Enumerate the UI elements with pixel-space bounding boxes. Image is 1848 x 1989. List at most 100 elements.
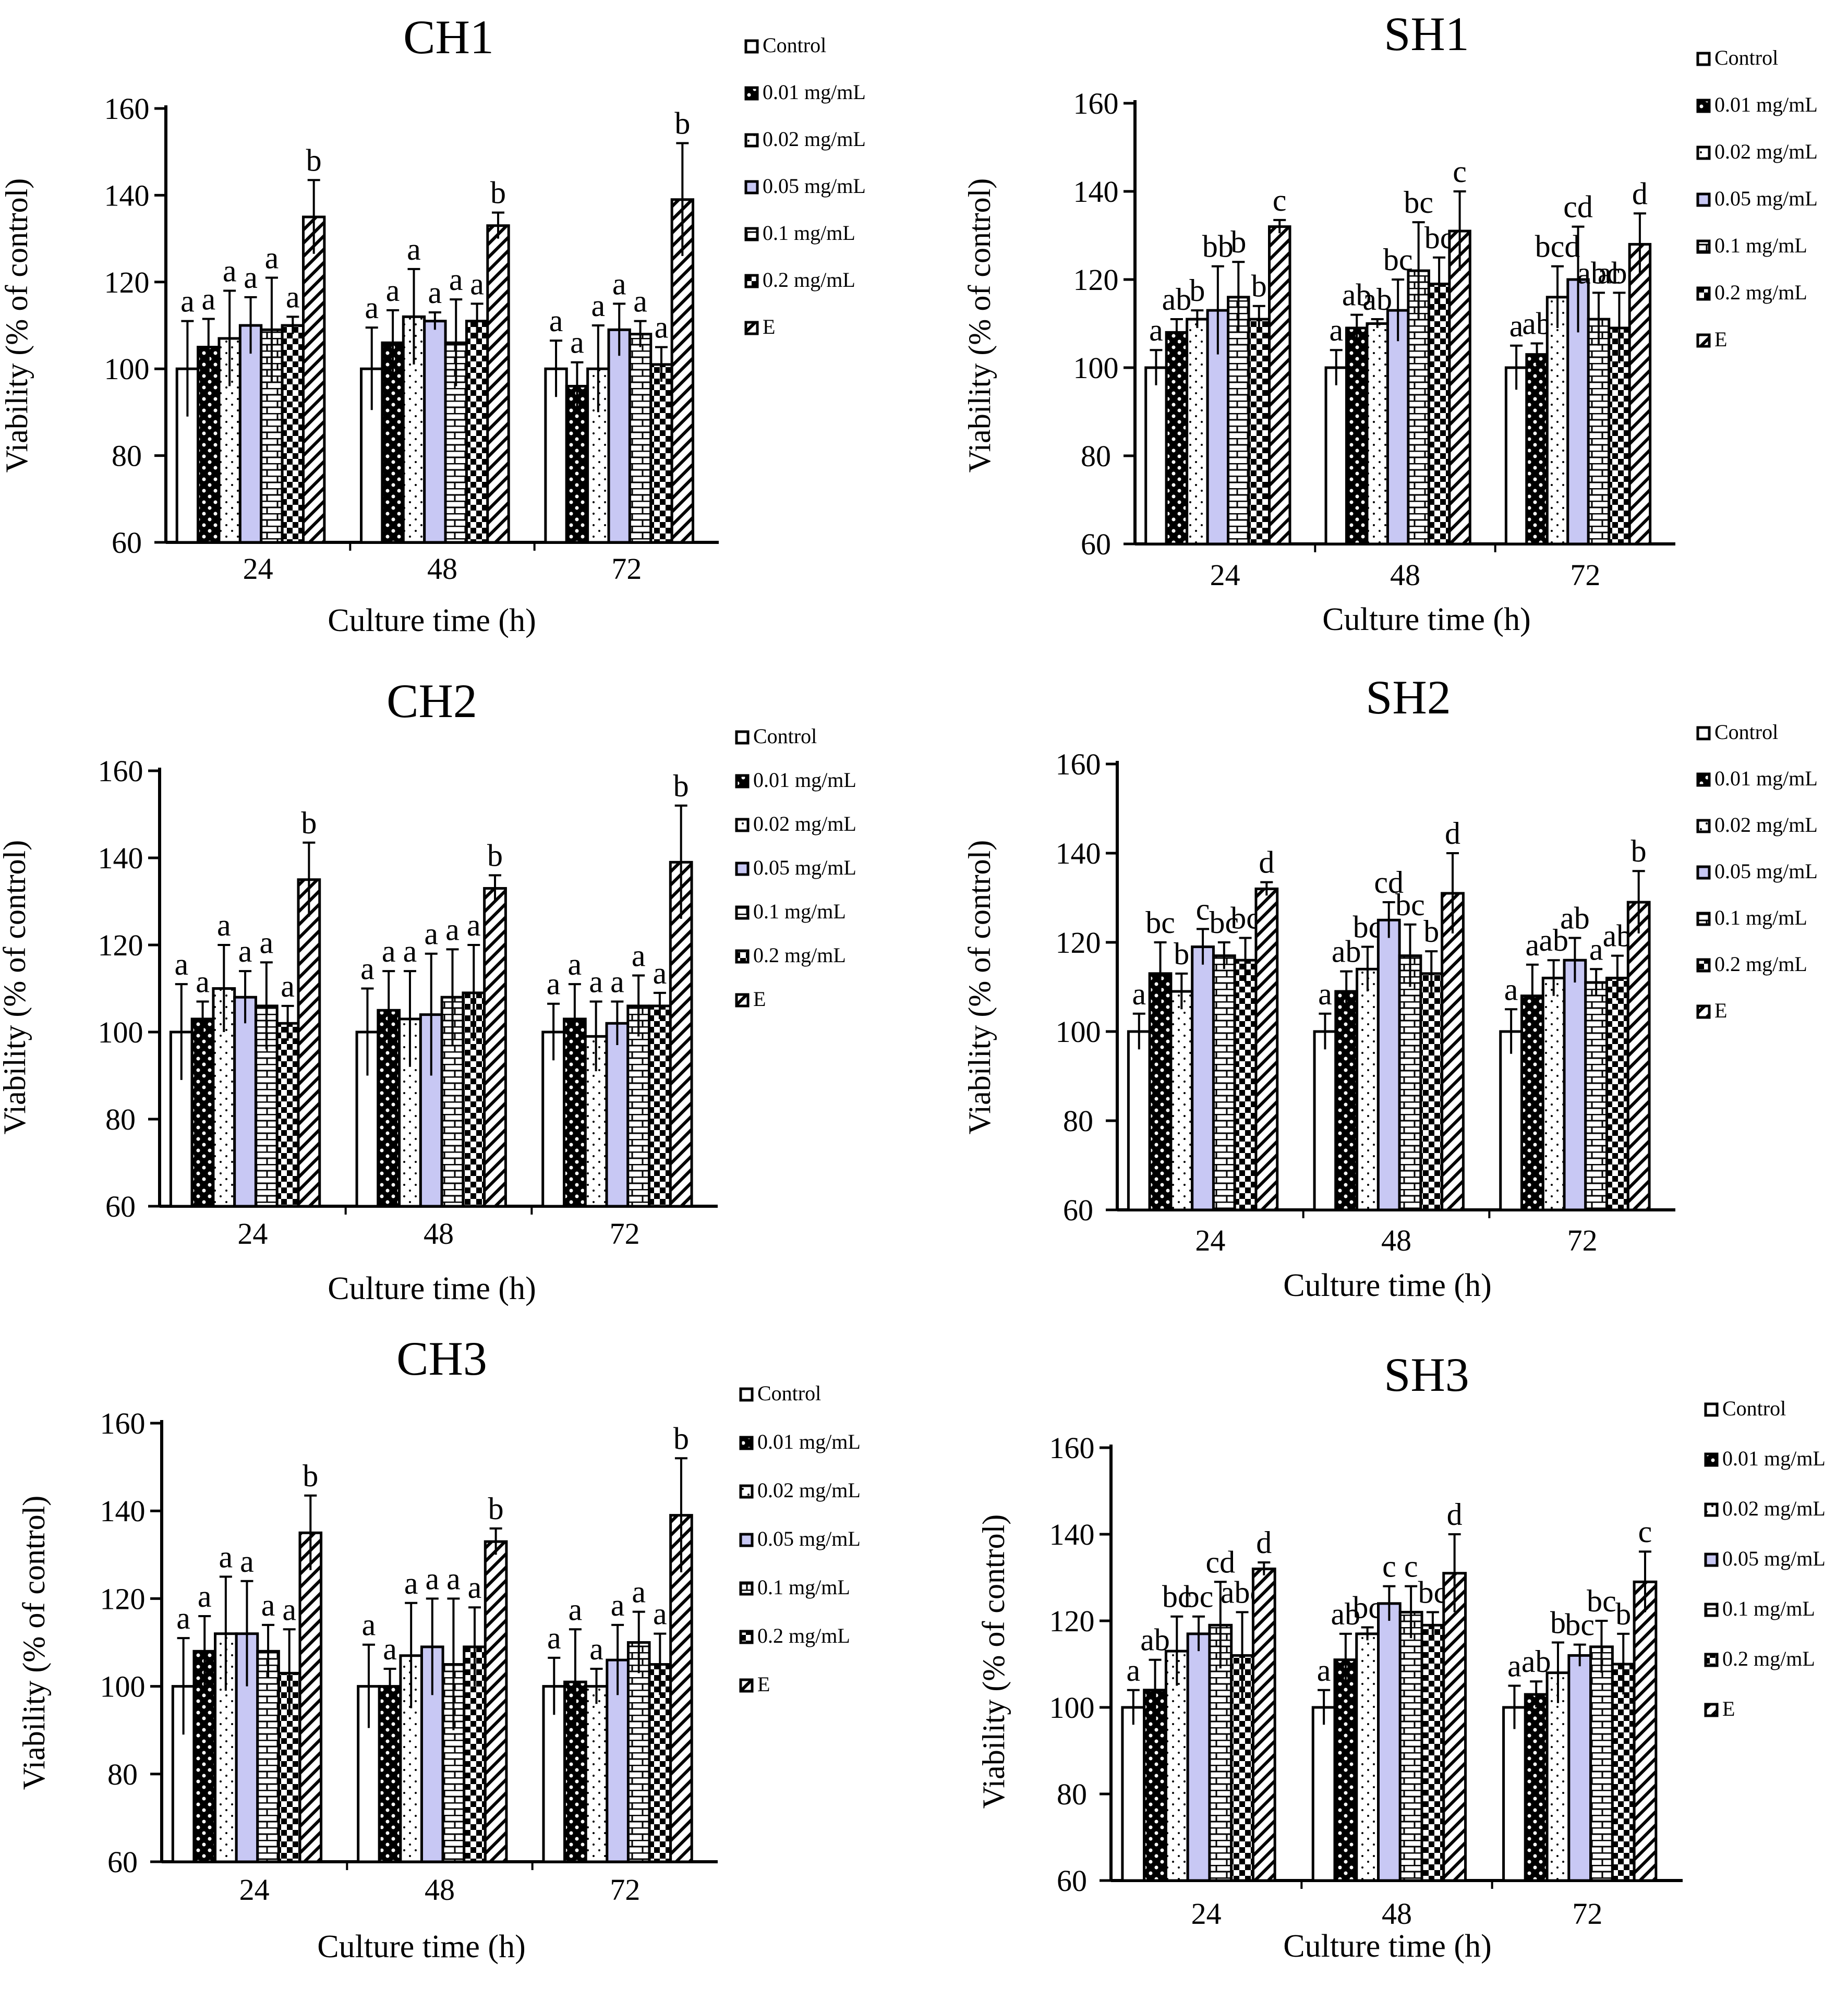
significance-label: a — [470, 266, 484, 301]
bar — [1499, 1030, 1523, 1211]
y-tick-label: 160 — [1073, 87, 1119, 120]
legend-label: Control — [1714, 720, 1778, 744]
significance-label: ab — [1539, 923, 1568, 957]
x-tick-label: 24 — [237, 1217, 268, 1251]
legend-label: 0.02 mg/mL — [1714, 140, 1818, 163]
significance-label: a — [174, 947, 188, 981]
x-tick-label: 72 — [610, 1873, 640, 1907]
significance-label: a — [547, 967, 561, 1001]
legend-swatch — [1704, 1402, 1719, 1417]
legend-label: 0.01 mg/mL — [1714, 93, 1818, 116]
bar — [1567, 1654, 1592, 1882]
significance-label: a — [424, 917, 438, 951]
y-tick-label: 120 — [104, 265, 150, 299]
legend-label: 0.1 mg/mL — [753, 900, 846, 923]
significance-label: a — [653, 956, 667, 990]
chart-panel-sh2: SH2 60 80 100 120 140 160 Viability (% of contr… — [962, 671, 1818, 1303]
significance-label: ab — [1332, 935, 1361, 969]
significance-label: a — [176, 1601, 190, 1635]
y-tick-label: 80 — [107, 1757, 138, 1791]
x-axis-label: Culture time (h) — [1283, 1929, 1491, 1964]
significance-label: b — [303, 1459, 318, 1493]
bar — [260, 328, 284, 544]
bar — [626, 1641, 651, 1863]
bar — [1541, 976, 1566, 1211]
significance-label: b — [1423, 914, 1439, 949]
bar — [1355, 1632, 1380, 1882]
bar — [465, 320, 489, 544]
legend-swatch — [744, 180, 759, 195]
significance-label: b — [673, 1421, 689, 1456]
y-tick-label: 140 — [100, 1494, 146, 1528]
bar — [1247, 318, 1271, 545]
bar — [1313, 1030, 1337, 1211]
bar — [1524, 1693, 1549, 1882]
significance-label: a — [1132, 977, 1146, 1011]
bar — [357, 1685, 381, 1863]
significance-label: a — [244, 260, 258, 295]
x-tick-label: 24 — [239, 1873, 270, 1907]
legend-label: 0.1 mg/mL — [1714, 906, 1807, 929]
bar — [256, 1650, 280, 1863]
legend-label: 0.2 mg/mL — [1722, 1647, 1815, 1670]
bar — [484, 1540, 508, 1863]
legend-swatch — [735, 993, 750, 1008]
significance-label: d — [1447, 1497, 1463, 1532]
significance-label: a — [238, 934, 252, 968]
x-tick-label: 72 — [1570, 558, 1600, 592]
x-tick-label: 72 — [611, 552, 642, 586]
significance-label: a — [223, 253, 237, 288]
significance-label: abc — [1577, 256, 1620, 290]
bar — [1386, 309, 1410, 545]
significance-label: a — [655, 310, 669, 345]
significance-label: a — [610, 965, 624, 999]
bar — [1127, 1030, 1151, 1211]
significance-label: cd — [1374, 865, 1404, 900]
legend-swatch — [1696, 52, 1711, 66]
significance-label: d — [1445, 816, 1460, 851]
bar — [1251, 1567, 1276, 1882]
y-tick-label: 80 — [105, 1102, 136, 1136]
significance-label: b — [1550, 1606, 1566, 1640]
y-axis-label: Viability (% of control) — [0, 178, 34, 473]
bar — [1186, 1632, 1211, 1882]
x-tick-label: 24 — [1210, 558, 1240, 592]
bar — [1589, 1645, 1614, 1882]
bar — [1525, 353, 1549, 545]
significance-label: c — [1404, 1549, 1418, 1584]
legend-label: E — [1714, 999, 1727, 1022]
significance-label: a — [632, 1575, 646, 1609]
significance-label: a — [362, 1608, 376, 1642]
bar — [1254, 887, 1279, 1211]
y-tick-label: 60 — [107, 1845, 138, 1879]
significance-label: ab — [1342, 278, 1372, 312]
bar — [1584, 981, 1609, 1211]
significance-label: a — [1507, 1649, 1521, 1683]
significance-label: c — [1453, 154, 1467, 189]
x-axis-label: Culture time (h) — [1322, 602, 1530, 637]
bar — [275, 1022, 300, 1208]
bar — [423, 320, 447, 544]
legend-label: 0.1 mg/mL — [763, 221, 855, 245]
bar — [669, 1514, 693, 1863]
y-tick-label: 60 — [1057, 1864, 1087, 1898]
significance-label: a — [201, 282, 215, 317]
significance-label: a — [611, 1588, 625, 1622]
x-tick-label: 24 — [1191, 1897, 1222, 1931]
legend-swatch — [744, 39, 759, 54]
legend-swatch — [739, 1436, 754, 1450]
significance-label: a — [428, 275, 442, 310]
significance-label: c — [1196, 892, 1210, 926]
significance-label: a — [612, 266, 626, 301]
significance-label: a — [425, 1561, 439, 1596]
legend-swatch — [1696, 286, 1711, 301]
legend-label: Control — [763, 33, 826, 57]
significance-label: ab — [1331, 1597, 1361, 1631]
legend-label: 0.02 mg/mL — [1714, 813, 1818, 836]
legend-label: 0.02 mg/mL — [757, 1478, 861, 1502]
bar — [626, 1004, 651, 1208]
legend-swatch — [744, 227, 759, 241]
bar — [1441, 892, 1465, 1211]
bar — [1611, 1663, 1636, 1882]
significance-label: a — [1149, 313, 1163, 347]
